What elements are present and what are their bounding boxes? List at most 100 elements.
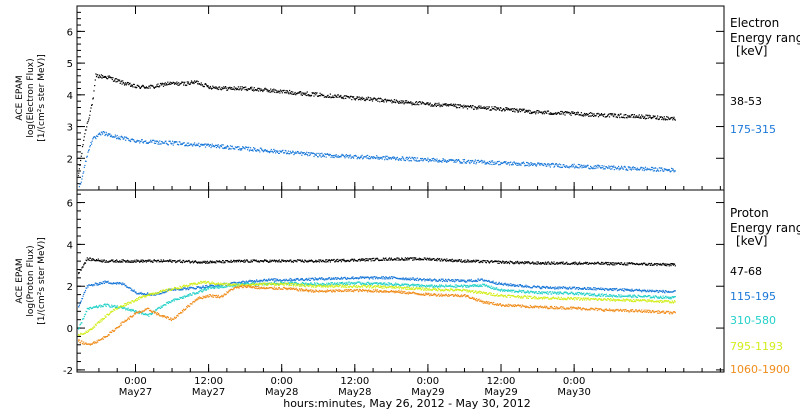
data-point — [121, 307, 123, 309]
data-point — [95, 76, 98, 78]
data-point — [483, 161, 485, 164]
data-point — [514, 291, 516, 293]
data-point — [661, 116, 664, 118]
data-point — [488, 262, 490, 264]
data-point — [376, 155, 378, 157]
data-point — [220, 88, 222, 90]
data-point — [210, 147, 212, 149]
data-point — [135, 261, 137, 263]
data-point — [353, 96, 355, 98]
data-point — [461, 285, 463, 287]
data-point — [251, 261, 253, 263]
data-point — [85, 160, 87, 162]
data-point — [627, 115, 629, 117]
data-point — [472, 160, 474, 162]
data-point — [295, 151, 297, 153]
data-point — [136, 293, 138, 295]
data-point — [240, 259, 243, 262]
data-point — [109, 135, 112, 138]
data-point — [611, 295, 613, 297]
data-point — [323, 156, 325, 158]
data-point — [346, 281, 348, 283]
data-point — [618, 165, 620, 167]
data-point — [365, 97, 367, 99]
data-point — [335, 282, 338, 284]
data-point — [444, 258, 446, 261]
data-point — [497, 283, 499, 285]
data-point — [493, 163, 495, 165]
data-point — [212, 284, 215, 287]
data-point — [385, 155, 387, 157]
data-point — [96, 284, 98, 286]
data-point — [639, 116, 642, 118]
data-point — [172, 81, 174, 83]
data-point — [145, 259, 147, 262]
data-point — [520, 285, 522, 287]
data-point — [282, 259, 284, 261]
data-point — [97, 133, 99, 136]
data-point — [641, 169, 643, 171]
data-point — [116, 81, 118, 83]
data-point — [427, 278, 430, 281]
data-point — [114, 78, 116, 80]
data-point — [638, 168, 640, 170]
data-point — [150, 85, 152, 87]
data-point — [351, 99, 353, 101]
data-point — [356, 155, 358, 157]
data-point — [438, 285, 440, 287]
data-point — [136, 139, 138, 141]
data-point — [178, 82, 180, 84]
data-point — [658, 291, 660, 293]
proton-series-115-195 — [78, 276, 676, 308]
data-point — [367, 98, 369, 100]
data-point — [326, 279, 328, 281]
data-point — [664, 292, 666, 294]
data-point — [323, 155, 325, 157]
data-point — [446, 104, 448, 106]
data-point — [491, 287, 494, 289]
data-point — [630, 290, 632, 292]
data-point — [303, 261, 305, 263]
data-point — [634, 295, 636, 297]
data-point — [354, 154, 356, 156]
data-point — [173, 289, 176, 291]
data-point — [357, 278, 360, 280]
data-point — [360, 99, 362, 101]
data-point — [516, 108, 518, 110]
data-point — [667, 291, 669, 293]
data-point — [170, 288, 172, 290]
data-point — [110, 306, 112, 308]
data-point — [454, 260, 456, 262]
data-point — [437, 160, 439, 162]
data-point — [167, 301, 169, 303]
data-point — [390, 157, 392, 159]
data-point — [460, 259, 462, 261]
data-point — [434, 279, 436, 281]
data-point — [569, 113, 571, 115]
data-point — [536, 164, 538, 166]
data-point — [231, 282, 233, 284]
data-point — [633, 296, 635, 298]
data-point — [639, 168, 641, 170]
data-point — [595, 289, 597, 291]
data-point — [426, 102, 428, 104]
data-point — [535, 164, 537, 166]
data-point — [543, 113, 545, 115]
data-point — [209, 262, 211, 264]
data-point — [130, 261, 132, 263]
data-point — [610, 263, 612, 265]
data-point — [652, 115, 654, 117]
data-point — [107, 75, 109, 77]
data-point — [84, 289, 87, 292]
data-point — [488, 285, 490, 287]
data-point — [287, 91, 289, 93]
data-point — [434, 284, 436, 286]
data-point — [496, 283, 498, 285]
data-point — [221, 86, 223, 89]
data-point — [656, 264, 658, 267]
data-point — [116, 283, 118, 285]
data-point — [572, 165, 575, 167]
data-point — [471, 260, 473, 262]
data-point — [302, 92, 304, 94]
data-point — [329, 261, 331, 263]
